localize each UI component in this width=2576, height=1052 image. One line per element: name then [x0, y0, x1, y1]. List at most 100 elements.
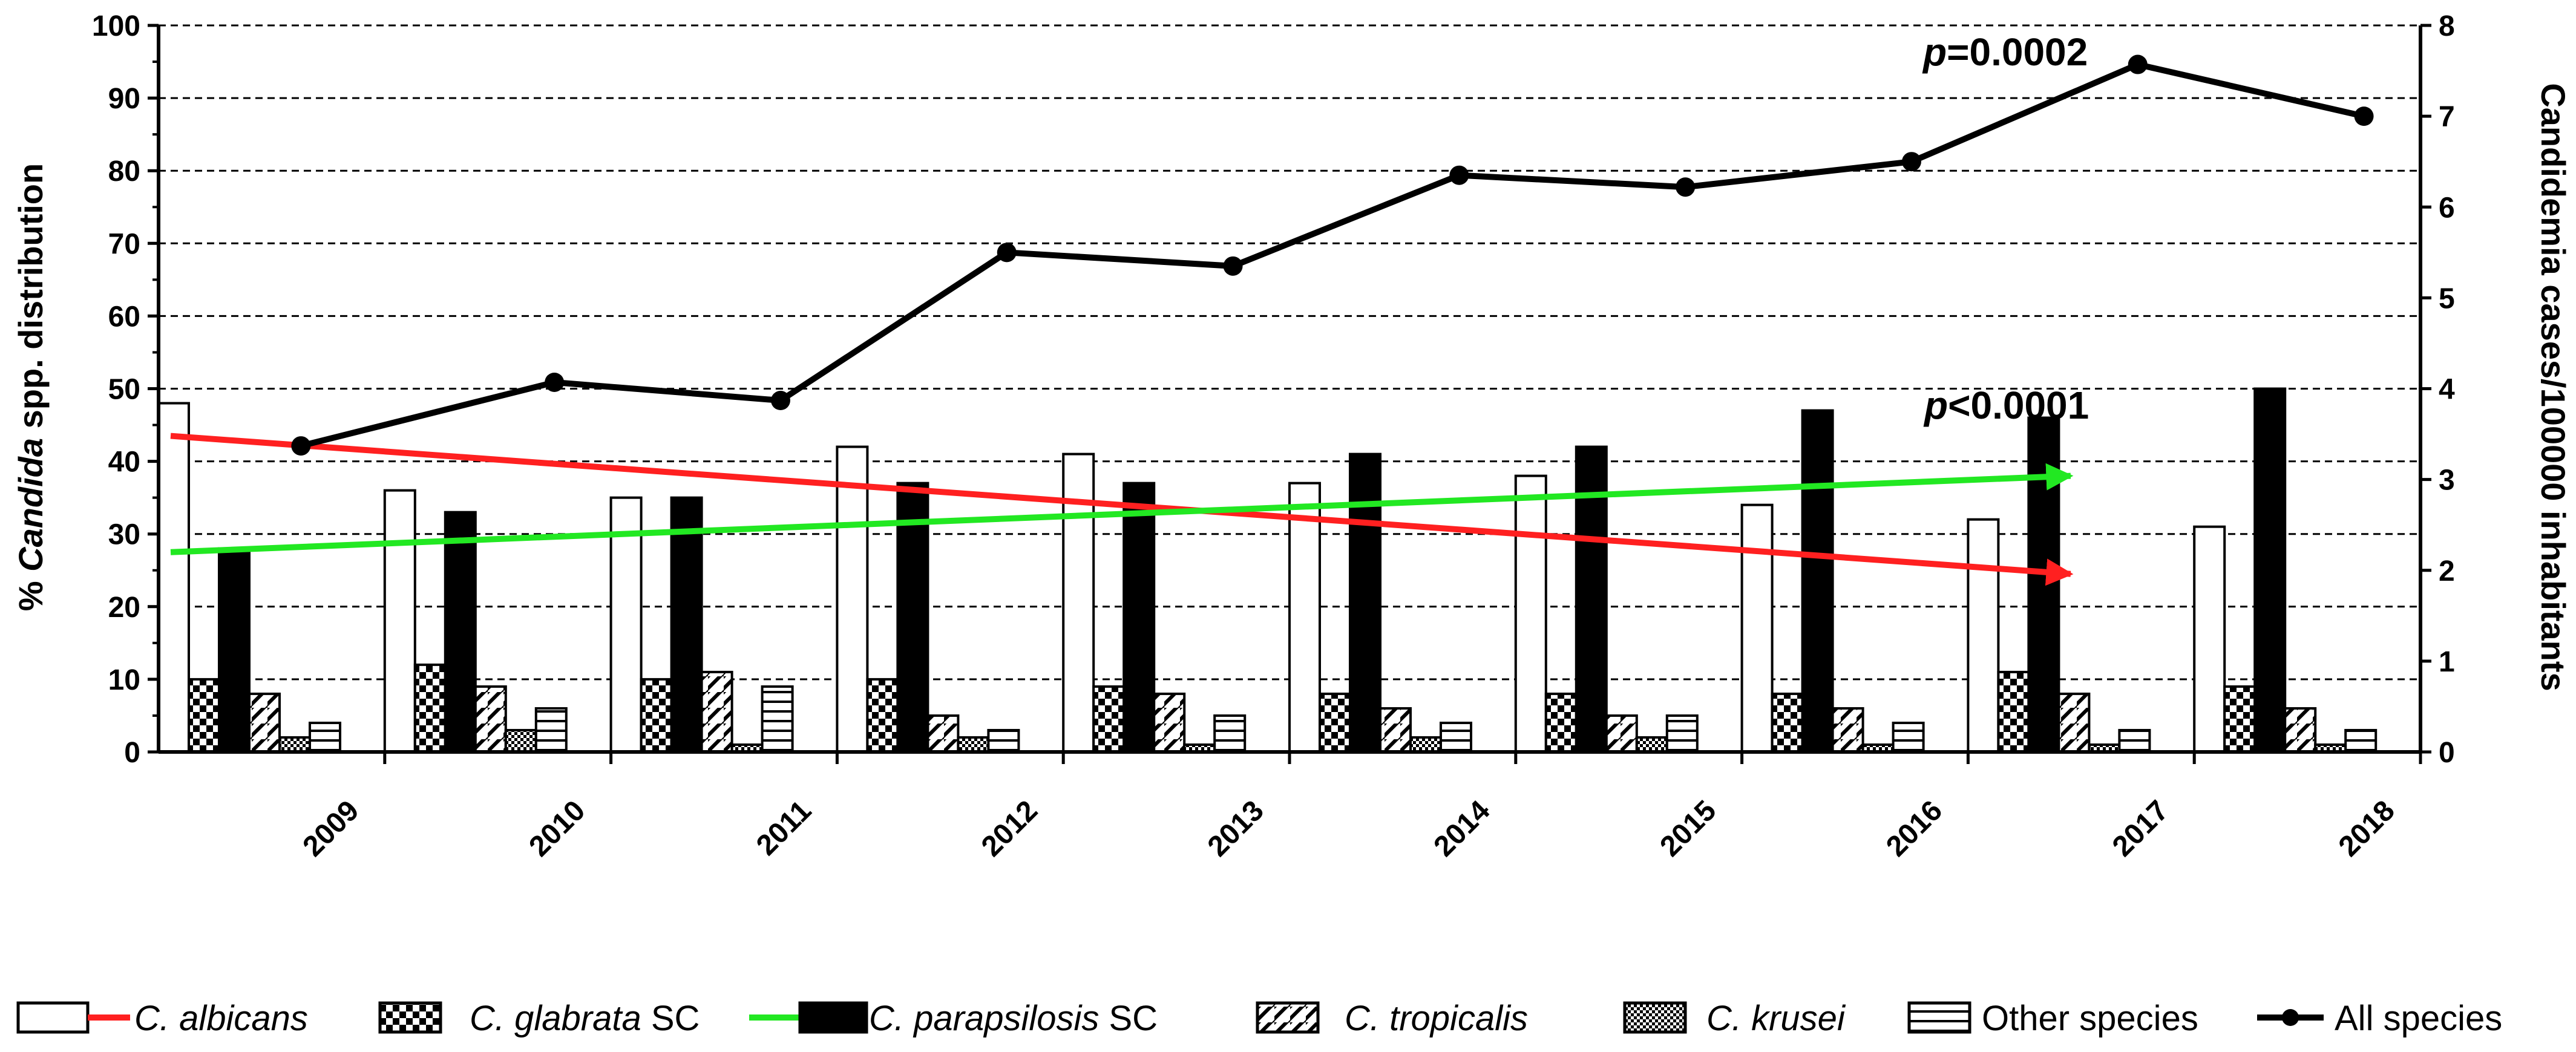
- trend-lines: [170, 433, 2074, 586]
- bar-albicans-2016: [1740, 503, 1774, 753]
- y-tick-label: 70: [108, 228, 140, 260]
- bar-glabrata-2014: [1319, 692, 1351, 754]
- svg-text:C. parapsilosis SC: C. parapsilosis SC: [869, 999, 1158, 1038]
- left-y-ticks: 0 10 20 30 40 50 60 70 80 90 100: [92, 10, 159, 769]
- y2-tick-label: 3: [2439, 465, 2455, 497]
- p-value-parapsilosis: p<0.0001: [1923, 384, 2089, 427]
- legend-item-glabrata: C. glabrata SC: [378, 999, 700, 1038]
- bar-parapsilosis-2009: [218, 547, 251, 753]
- all-species-polyline: [300, 61, 2365, 449]
- bar-albicans-2014: [1288, 482, 1321, 753]
- bar-other-2013: [1213, 714, 1247, 753]
- bar-other-2011: [761, 685, 794, 754]
- y2-tick-label: 5: [2439, 283, 2455, 315]
- legend-item-albicans: C. albicans: [16, 999, 308, 1038]
- x-tick-label: 2010: [523, 794, 591, 863]
- bar-tropicalis-2013: [1153, 692, 1186, 754]
- all-species-point-2015: [1676, 177, 1696, 197]
- all-species-point-2018: [2354, 106, 2374, 126]
- y2-tick-label: 7: [2439, 101, 2455, 133]
- bar-krusei-2009: [278, 736, 311, 753]
- bar-tropicalis-2011: [700, 670, 733, 754]
- bar-glabrata-2012: [866, 678, 899, 754]
- all-species-point-2010: [545, 372, 565, 392]
- bar-glabrata-2010: [413, 663, 447, 753]
- bar-glabrata-2011: [640, 678, 673, 754]
- y-tick-label: 90: [108, 83, 140, 115]
- all-species-point-2011: [770, 391, 790, 411]
- bar-parapsilosis-2014: [1349, 452, 1381, 754]
- y-tick-label: 30: [108, 519, 140, 551]
- bar-krusei-2010: [504, 728, 537, 753]
- all-species-point-2017: [2128, 54, 2148, 74]
- bar-other-2016: [1892, 721, 1925, 753]
- bar-albicans-2012: [836, 445, 869, 754]
- all-species-point-2013: [1223, 256, 1243, 276]
- svg-text:All species: All species: [2335, 999, 2502, 1038]
- bar-albicans-2017: [1967, 518, 2000, 753]
- bar-parapsilosis-2013: [1122, 482, 1156, 753]
- bar-glabrata-2009: [188, 678, 220, 754]
- bar-glabrata-2017: [1997, 670, 2030, 754]
- bar-glabrata-2015: [1544, 692, 1578, 754]
- x-tick-label: 2009: [297, 794, 365, 863]
- bar-albicans-2010: [383, 489, 416, 753]
- x-tick-label: 2013: [1202, 794, 1270, 863]
- bar-tropicalis-2009: [248, 692, 281, 754]
- legend-item-tropicalis: C. tropicalis: [1256, 999, 1528, 1038]
- bar-other-2009: [309, 721, 341, 753]
- y-tick-label: 20: [108, 592, 140, 624]
- x-tick-label: 2016: [1880, 794, 1948, 863]
- y-tick-label: 10: [108, 664, 140, 696]
- all-species-line: [291, 54, 2374, 456]
- bar-other-2012: [987, 728, 1020, 753]
- y2-tick-label: 8: [2439, 10, 2455, 42]
- bar-albicans-2009: [157, 402, 190, 753]
- svg-text:C. glabrata SC: C. glabrata SC: [470, 999, 700, 1038]
- svg-text:C. albicans: C. albicans: [134, 999, 308, 1038]
- bar-krusei-2015: [1635, 736, 1668, 753]
- bar-albicans-2015: [1514, 474, 1547, 753]
- y-tick-label: 50: [108, 374, 140, 406]
- legend: C. albicans C. glabrata SC C. parapsilos…: [16, 999, 2502, 1038]
- y2-tick-label: 1: [2439, 646, 2455, 678]
- right-y-axis-title: Candidemia cases/100000 inhabitants: [2534, 83, 2572, 691]
- bar-glabrata-2018: [2223, 685, 2256, 754]
- all-species-point-2014: [1449, 165, 1469, 185]
- legend-item-all-species: All species: [2257, 999, 2502, 1038]
- y2-tick-label: 0: [2439, 737, 2455, 769]
- bars: [157, 387, 2378, 754]
- all-species-point-2009: [291, 436, 311, 456]
- y-tick-label: 100: [92, 10, 140, 42]
- bar-parapsilosis-2016: [1801, 409, 1834, 753]
- y2-tick-label: 4: [2439, 374, 2455, 406]
- x-tick-label: 2018: [2333, 794, 2401, 863]
- bar-tropicalis-2018: [2284, 707, 2317, 753]
- y2-tick-label: 2: [2439, 555, 2455, 587]
- bar-tropicalis-2017: [2057, 692, 2091, 754]
- left-y-axis-title: % Candida spp. distribution: [11, 163, 50, 611]
- trend-line-albicans: [170, 433, 2074, 586]
- x-tick-label: 2014: [1428, 794, 1496, 863]
- bar-tropicalis-2015: [1605, 714, 1638, 753]
- bar-other-2010: [534, 707, 568, 753]
- bar-parapsilosis-2018: [2253, 387, 2287, 753]
- bar-parapsilosis-2017: [2027, 416, 2060, 753]
- x-tick-label: 2012: [975, 794, 1044, 863]
- x-ticks: 2009 2010 2011 2012 2013 2014 2015 2016 2017 2018: [297, 752, 2422, 863]
- bar-other-2018: [2344, 728, 2378, 753]
- x-tick-label: 2017: [2106, 794, 2175, 863]
- bar-tropicalis-2014: [1379, 707, 1412, 753]
- bar-tropicalis-2016: [1831, 707, 1864, 753]
- legend-item-krusei: C. krusei: [1623, 999, 1846, 1038]
- bar-krusei-2012: [957, 736, 990, 753]
- y-tick-label: 80: [108, 155, 140, 188]
- all-species-point-2012: [997, 243, 1017, 263]
- bar-glabrata-2013: [1092, 685, 1126, 754]
- bar-albicans-2018: [2193, 525, 2226, 753]
- bar-parapsilosis-2011: [670, 496, 703, 754]
- svg-text:C. krusei: C. krusei: [1706, 999, 1846, 1038]
- bar-tropicalis-2012: [926, 714, 960, 753]
- right-y-ticks: 0 1 2 3 4 5 6 7 8: [2420, 10, 2455, 769]
